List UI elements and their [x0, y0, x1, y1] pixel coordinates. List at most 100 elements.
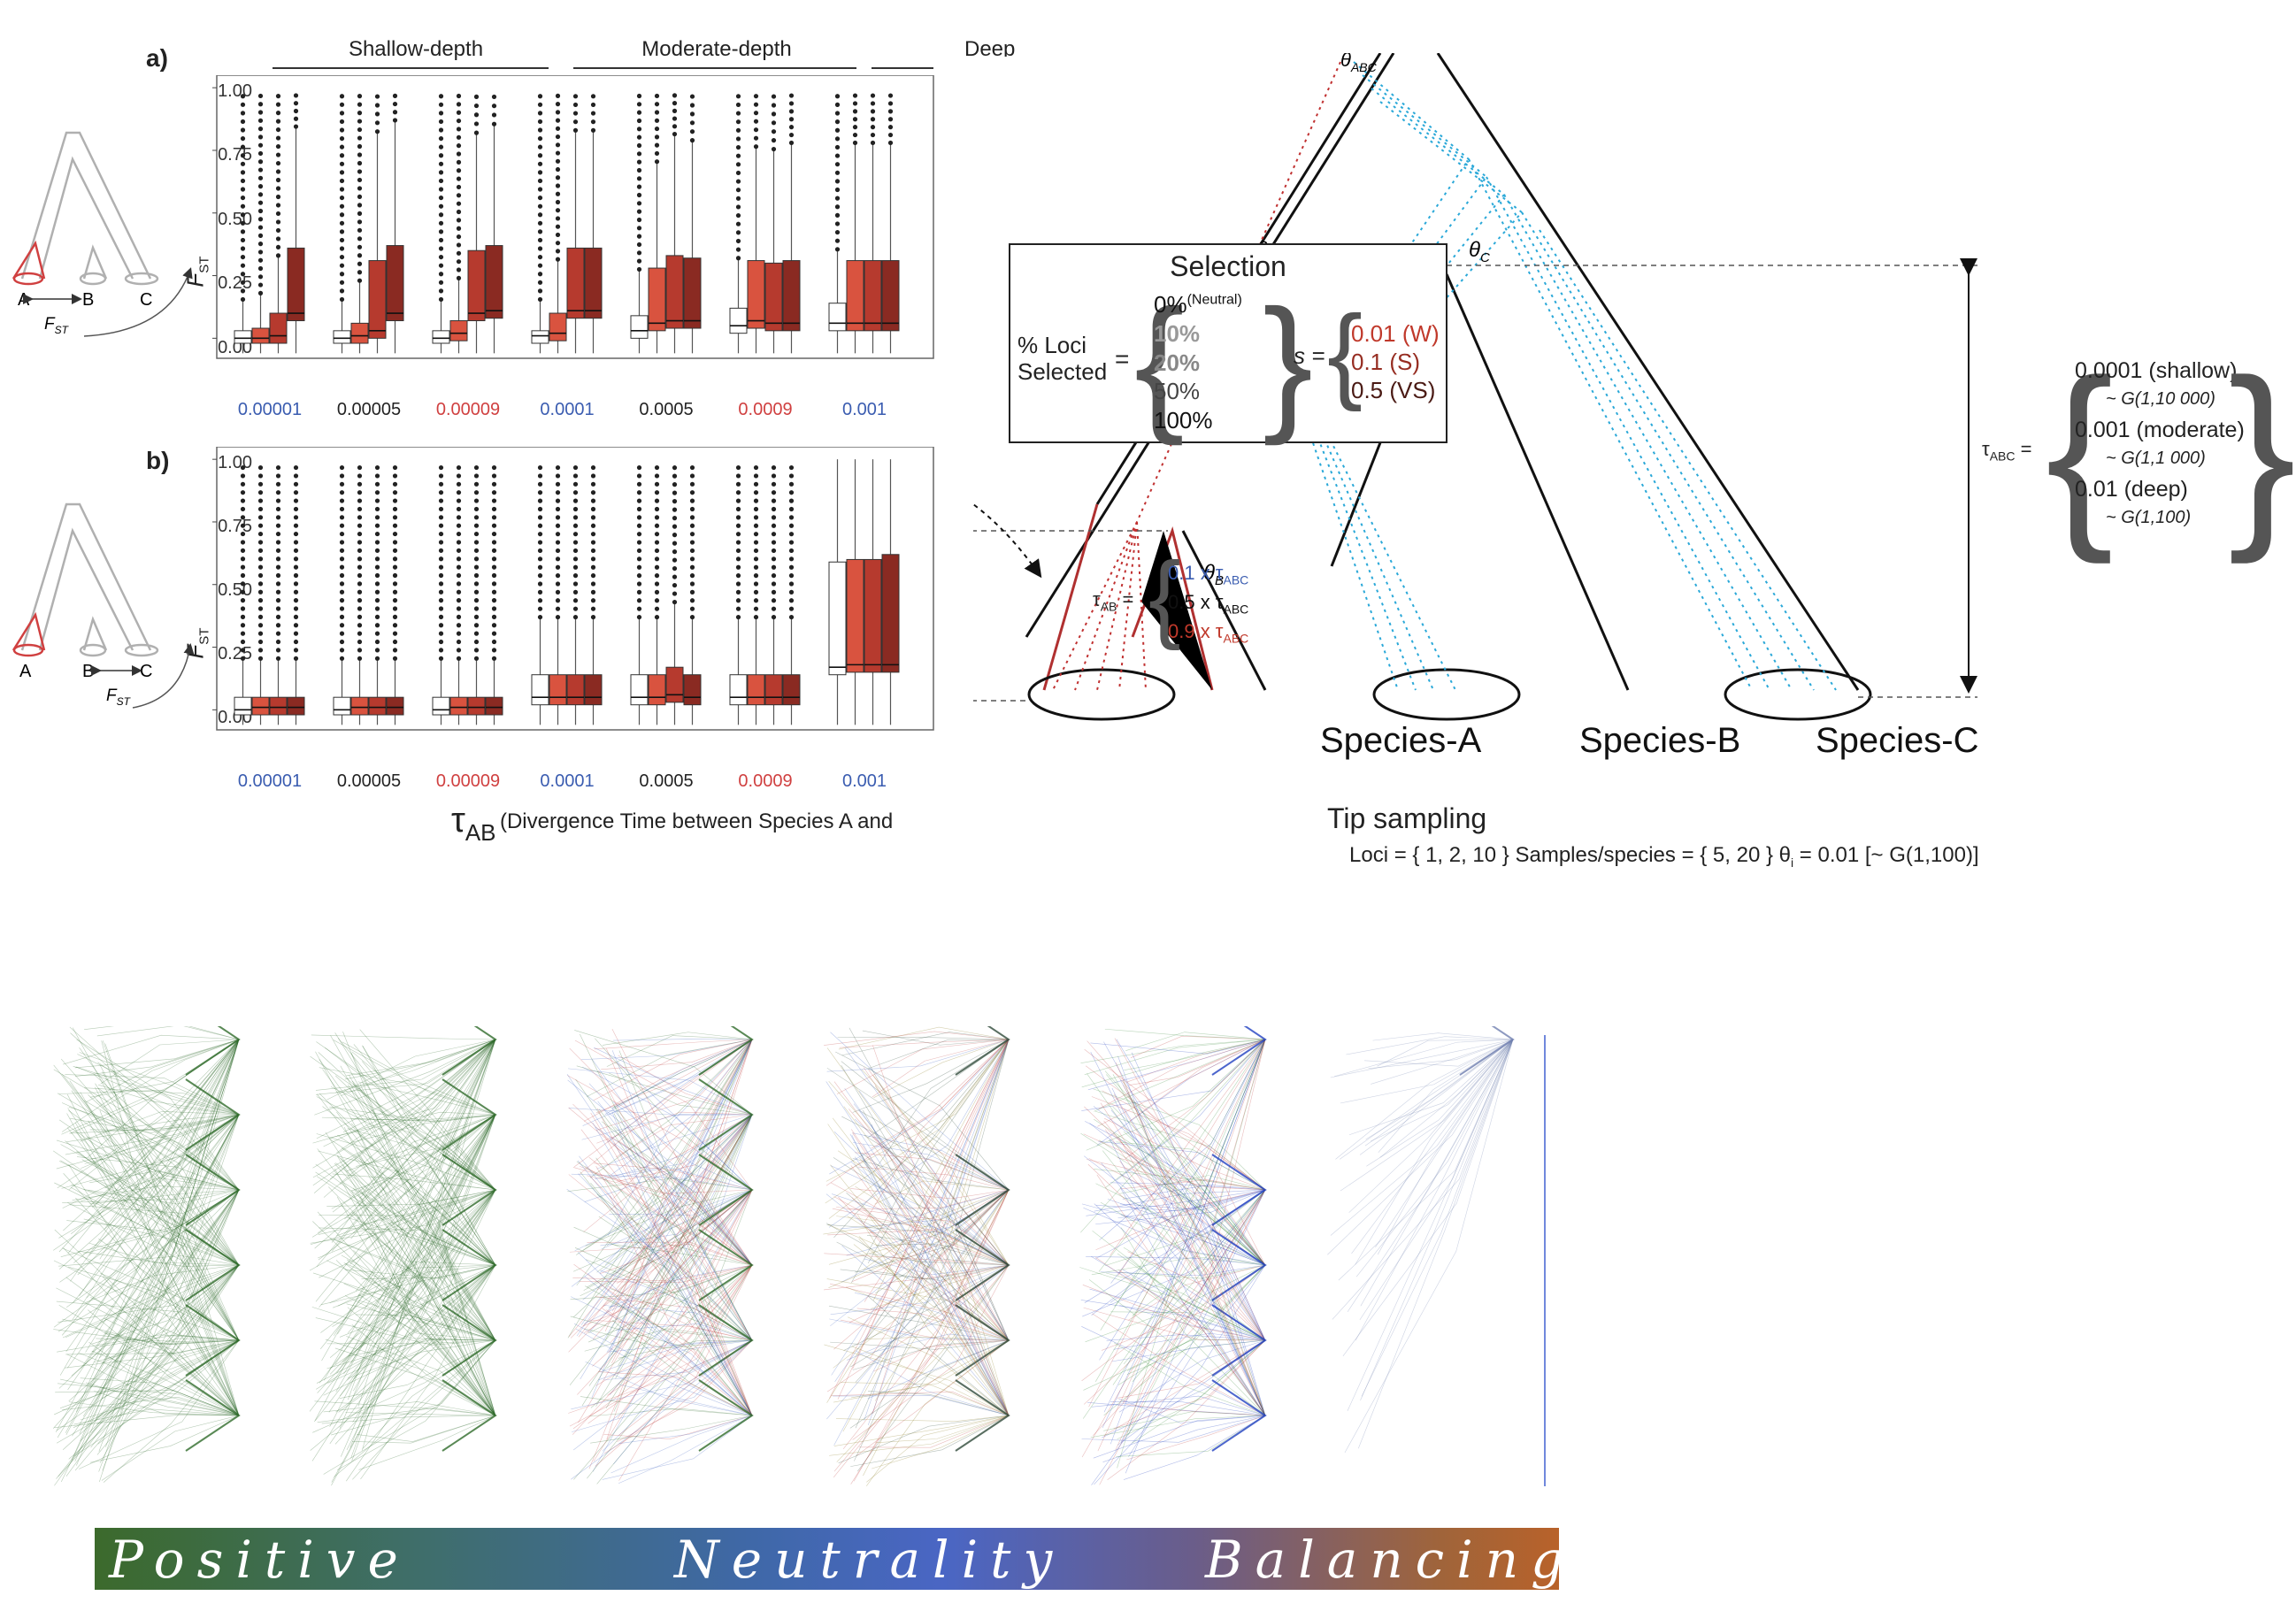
lineage-4-3-13 [1094, 1189, 1266, 1212]
outlier-a-0-0-7 [240, 237, 246, 243]
outlier-b-2-2-4 [473, 623, 480, 628]
outlier-a-3-0-10 [537, 212, 543, 218]
lineage-4-6-32 [1111, 1087, 1266, 1416]
outlier-a-5-2-4 [771, 111, 777, 117]
box-a-6-0 [828, 303, 847, 332]
outlier-a-6-1-1 [852, 132, 858, 138]
outlier-a-4-0-12 [636, 167, 642, 173]
outlier-a-2-1-15 [456, 151, 462, 157]
outlier-b-1-1-17 [357, 515, 363, 520]
outlier-b-5-0-15 [735, 490, 741, 495]
outlier-a-1-1-19 [357, 119, 363, 124]
outlier-a-4-0-11 [636, 176, 642, 181]
lineage-3-3-13 [854, 1189, 1010, 1273]
tip-wedge-1-5 [442, 1304, 497, 1377]
outlier-b-1-0-17 [339, 515, 345, 520]
outlier-b-1-3-0 [392, 656, 398, 661]
outlier-b-3-2-6 [572, 564, 579, 570]
lineage-2-4-30 [618, 1264, 753, 1481]
lineage-4-6-33 [1091, 1395, 1266, 1416]
lineage-3-1-33 [825, 1039, 1010, 1204]
outlier-b-2-0-23 [438, 464, 444, 471]
outlier-a-0-0-13 [240, 187, 246, 192]
lineage-0-3-23 [68, 1189, 240, 1401]
outlier-a-5-3-1 [788, 132, 795, 138]
outlier-a-0-0-16 [240, 161, 246, 166]
outlier-b-4-2-16 [672, 465, 678, 471]
outlier-b-1-2-9 [374, 581, 380, 587]
outlier-b-3-0-9 [537, 540, 543, 545]
lineage-1-2-36 [321, 1114, 496, 1122]
outlier-a-3-2-1 [572, 119, 579, 125]
outlier-a-6-0-9 [834, 170, 841, 175]
lineage-3-4-6 [866, 1235, 1010, 1266]
outlier-b-2-3-11 [491, 564, 497, 570]
lineage-2-5-1 [618, 1339, 753, 1359]
outlier-b-5-1-16 [753, 481, 759, 487]
outlier-a-1-0-3 [339, 272, 345, 277]
lineage-0-6-37 [88, 1341, 240, 1416]
lineage-0-3-30 [97, 1062, 240, 1191]
outlier-b-4-3-14 [689, 498, 695, 503]
lineage-0-2-8 [97, 1084, 240, 1116]
lineage-1-5-13 [311, 1307, 496, 1341]
lineage-3-6-36 [872, 1045, 1010, 1416]
tip-wedge-2-4 [698, 1229, 754, 1301]
x-axis-tau-sub: AB [465, 819, 496, 846]
lineage-3-4-31 [861, 1153, 1010, 1266]
outlier-a-3-0-8 [537, 229, 543, 234]
lineage-0-5-5 [53, 1260, 240, 1341]
outlier-a-3-0-23 [537, 102, 543, 107]
lineage-0-1-27 [74, 1039, 240, 1078]
outlier-a-4-0-15 [636, 142, 642, 149]
outlier-a-1-0-1 [339, 288, 345, 294]
box-a-1-1 [350, 322, 369, 344]
outlier-b-3-0-4 [537, 581, 543, 587]
outlier-b-1-1-13 [357, 548, 363, 553]
lineage-1-6-8 [335, 1260, 496, 1416]
lineage-2-2-29 [584, 1114, 753, 1202]
lineage-3-4-23 [830, 1264, 1010, 1316]
lineage-1-2-34 [309, 1114, 496, 1412]
lineage-2-5-5 [613, 1339, 753, 1465]
lineage-0-6-18 [54, 1414, 240, 1428]
lineage-3-3-2 [823, 1189, 1010, 1235]
lineage-3-3-15 [841, 1061, 1010, 1191]
lineage-4-3-27 [1119, 1175, 1266, 1194]
lineage-3-6-24 [840, 1382, 1010, 1416]
tree-a-fst: FST [44, 315, 70, 336]
outlier-a-1-0-2 [339, 280, 345, 285]
x-tick-a-6: 0.001 [841, 400, 887, 419]
lineage-3-3-33 [863, 1189, 1010, 1477]
outlier-b-0-1-7 [257, 598, 264, 603]
outlier-a-6-0-4 [834, 212, 841, 218]
tip-sampling-line: Loci = { 1, 2, 10 } Samples/species = { … [1349, 843, 1979, 870]
lineage-3-4-14 [863, 1067, 1010, 1266]
lineage-1-4-3 [316, 1264, 496, 1390]
outlier-b-4-0-17 [636, 473, 642, 479]
outlier-b-5-0-9 [735, 540, 741, 545]
lineage-2-3-11 [606, 1189, 753, 1353]
lineage-4-4-2 [1123, 1131, 1266, 1266]
outlier-a-0-2-17 [275, 111, 281, 116]
lineage-0-6-16 [66, 1113, 240, 1416]
lineage-4-1-12 [1098, 1039, 1266, 1272]
lineage-4-1-10 [1097, 1039, 1266, 1127]
lineage-0-6-2 [99, 1109, 240, 1416]
lineage-1-1-36 [312, 1039, 496, 1144]
lineage-0-6-15 [102, 1276, 240, 1416]
lineage-3-6-17 [872, 1415, 1010, 1469]
lineage-3-3-39 [874, 1189, 1010, 1401]
outlier-a-4-2-5 [672, 93, 678, 98]
lineage-0-4-39 [56, 1264, 240, 1431]
pct-100: 100% [1154, 407, 1213, 433]
outlier-a-5-0-7 [735, 196, 741, 201]
outlier-a-2-2-3 [473, 103, 480, 109]
lineage-2-2-3 [611, 1114, 753, 1355]
outlier-b-1-3-20 [392, 490, 398, 495]
lineage-2-6-39 [610, 1415, 753, 1474]
lineage-4-6-23 [1123, 1085, 1266, 1416]
outlier-b-5-1-7 [753, 556, 759, 562]
outlier-a-2-1-21 [456, 102, 462, 107]
outlier-b-3-2-18 [572, 464, 579, 471]
